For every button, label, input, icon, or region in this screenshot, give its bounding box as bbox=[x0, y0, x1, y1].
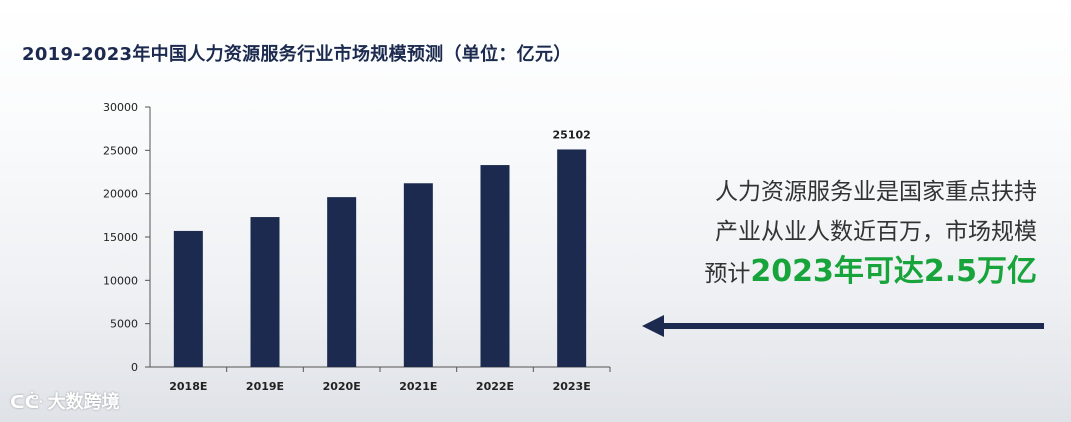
y-tick-label: 25000 bbox=[103, 144, 138, 157]
y-axis: 0 5000 10000 15000 20000 25000 30000 bbox=[103, 101, 151, 374]
bar-2019e bbox=[250, 217, 280, 367]
x-tick-label: 2020E bbox=[323, 380, 361, 393]
bar-2020e bbox=[327, 197, 357, 367]
annotation-highlight: 2023年可达2.5万亿 bbox=[750, 254, 1037, 289]
data-labels: 25102 bbox=[553, 128, 591, 141]
brand-logo: ᑕᕩ 大数跨境 bbox=[10, 388, 120, 414]
x-tick-label: 2021E bbox=[399, 380, 437, 393]
bar-2018e bbox=[173, 230, 203, 367]
chart-title: 2019-2023年中国人力资源服务行业市场规模预测（单位：亿元） bbox=[22, 44, 572, 65]
bar-2021e bbox=[403, 183, 433, 367]
bar-2023e bbox=[557, 149, 587, 367]
annotation-text: 人力资源服务业是国家重点扶持 产业从业人数近百万，市场规模 预计2023年可达2… bbox=[704, 172, 1037, 294]
arrow-left-icon bbox=[642, 315, 664, 337]
x-tick-label: 2023E bbox=[553, 380, 591, 393]
data-label: 25102 bbox=[553, 128, 591, 141]
arrow-line bbox=[658, 323, 1044, 329]
x-tick-label: 2022E bbox=[476, 380, 514, 393]
annotation-prefix: 预计 bbox=[704, 261, 751, 287]
annotation-line-2: 产业从业人数近百万，市场规模 bbox=[715, 219, 1037, 245]
y-tick-label: 0 bbox=[131, 361, 138, 374]
y-tick-label: 15000 bbox=[103, 231, 138, 244]
y-tick-label: 20000 bbox=[103, 188, 138, 201]
x-axis: 2018E 2019E 2020E 2021E 2022E 2023E bbox=[150, 366, 611, 393]
y-tick-label: 5000 bbox=[110, 318, 138, 331]
y-tick-label: 10000 bbox=[103, 274, 138, 287]
x-tick-label: 2018E bbox=[169, 380, 207, 393]
bars bbox=[173, 149, 587, 367]
annotation-line-3: 预计2023年可达2.5万亿 bbox=[704, 252, 1037, 294]
logo-icon: ᑕᕩ bbox=[10, 392, 44, 413]
annotation-line-1: 人力资源服务业是国家重点扶持 bbox=[715, 179, 1037, 205]
y-tick-label: 30000 bbox=[103, 101, 138, 114]
bar-2022e bbox=[480, 165, 510, 367]
logo-text: 大数跨境 bbox=[47, 392, 120, 413]
x-tick-label: 2019E bbox=[246, 380, 284, 393]
